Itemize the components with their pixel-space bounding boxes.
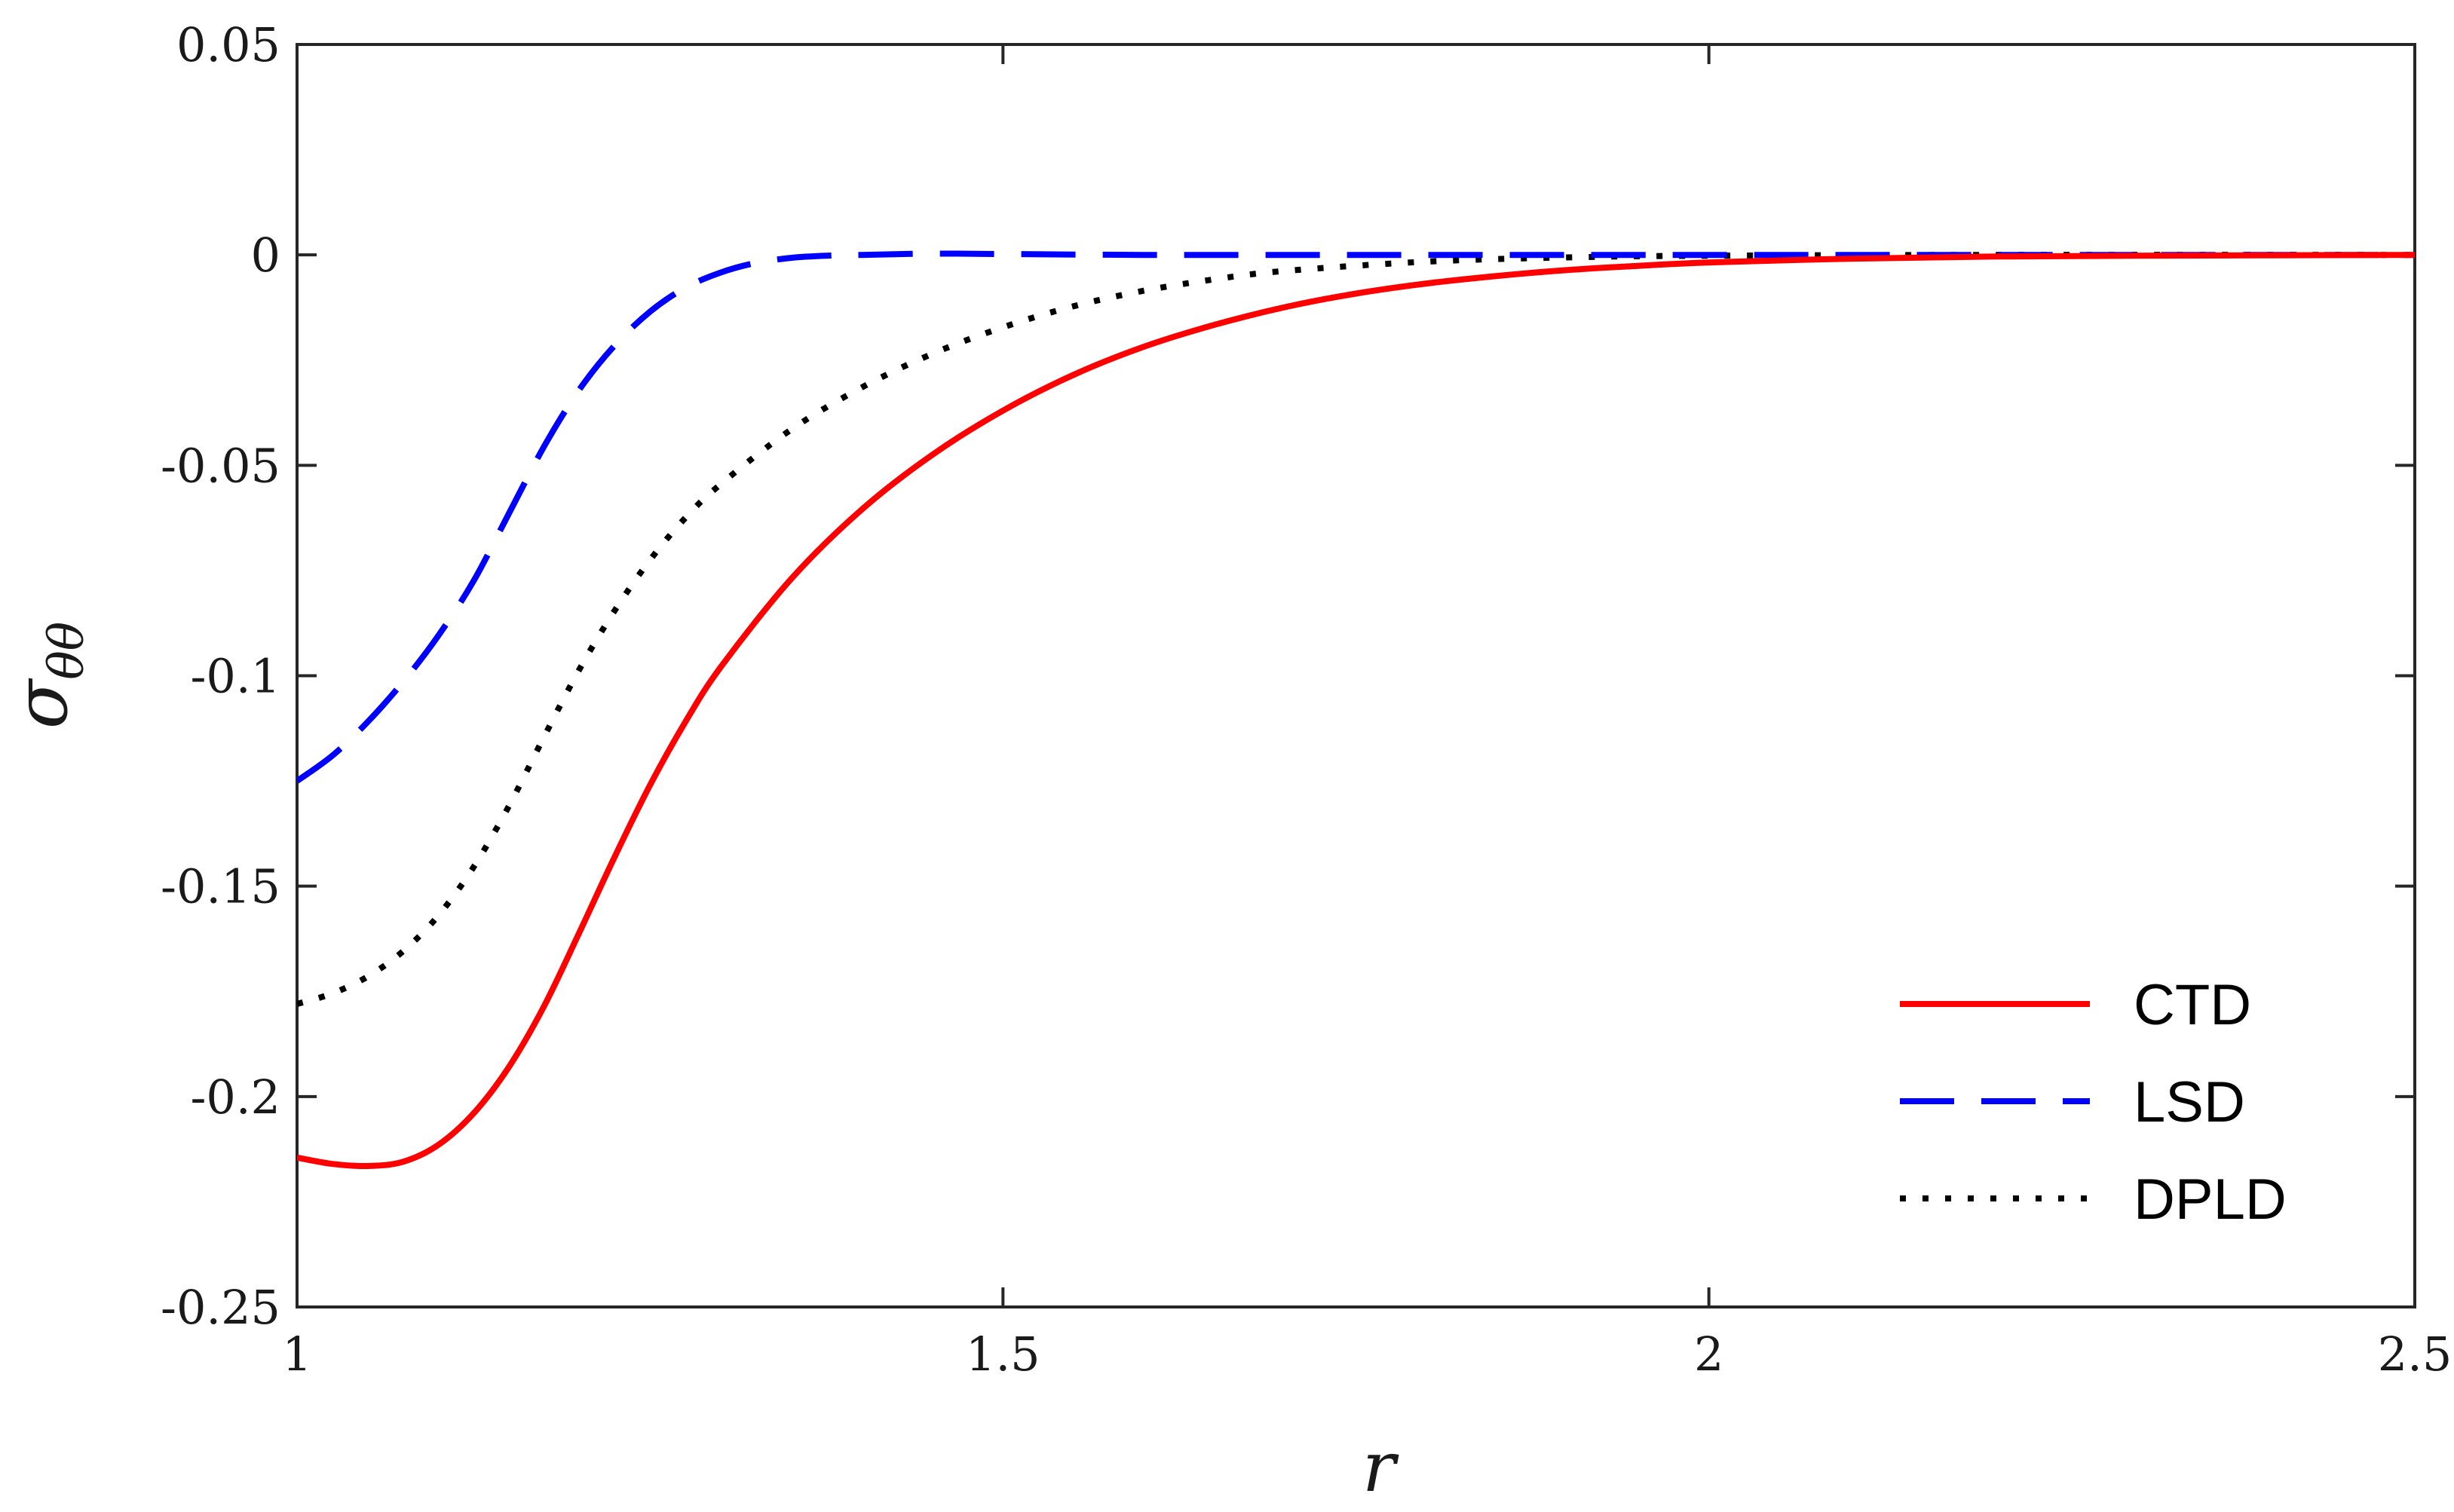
x-tick-label: 1 bbox=[282, 1327, 311, 1382]
x-tick-label: 2 bbox=[1694, 1327, 1723, 1382]
y-tick-label: -0.15 bbox=[161, 859, 280, 914]
y-tick-label: 0 bbox=[251, 228, 280, 283]
legend-label-dpld: DPLD bbox=[2134, 1168, 2287, 1232]
tick-labels: 1 1.5 2 2.5 0.05 0 -0.05 -0.1 -0.15 -0.2 -0.25 bbox=[161, 17, 2452, 1382]
series-line-lsd bbox=[297, 250, 2415, 784]
y-tick-label: -0.2 bbox=[190, 1070, 280, 1125]
y-axis-label-subscript: θθ bbox=[39, 622, 95, 680]
legend-label-ctd: CTD bbox=[2134, 973, 2251, 1037]
x-tick-label: 2.5 bbox=[2378, 1327, 2452, 1382]
legend-label-lsd: LSD bbox=[2134, 1070, 2245, 1134]
y-axis-label-symbol: σ bbox=[0, 678, 84, 729]
y-tick-label: -0.1 bbox=[190, 649, 280, 704]
x-tick-label: 1.5 bbox=[966, 1327, 1040, 1382]
y-tick-label: -0.05 bbox=[161, 438, 280, 493]
x-axis-label: r bbox=[1362, 1427, 1399, 1507]
y-tick-label: 0.05 bbox=[176, 17, 280, 72]
series-line-ctd bbox=[297, 252, 2415, 1170]
y-tick-label: -0.25 bbox=[161, 1280, 280, 1335]
y-axis-label: σθθ bbox=[0, 622, 95, 730]
series-layer bbox=[297, 250, 2415, 1170]
legend: CTD LSD DPLD bbox=[1900, 973, 2287, 1232]
